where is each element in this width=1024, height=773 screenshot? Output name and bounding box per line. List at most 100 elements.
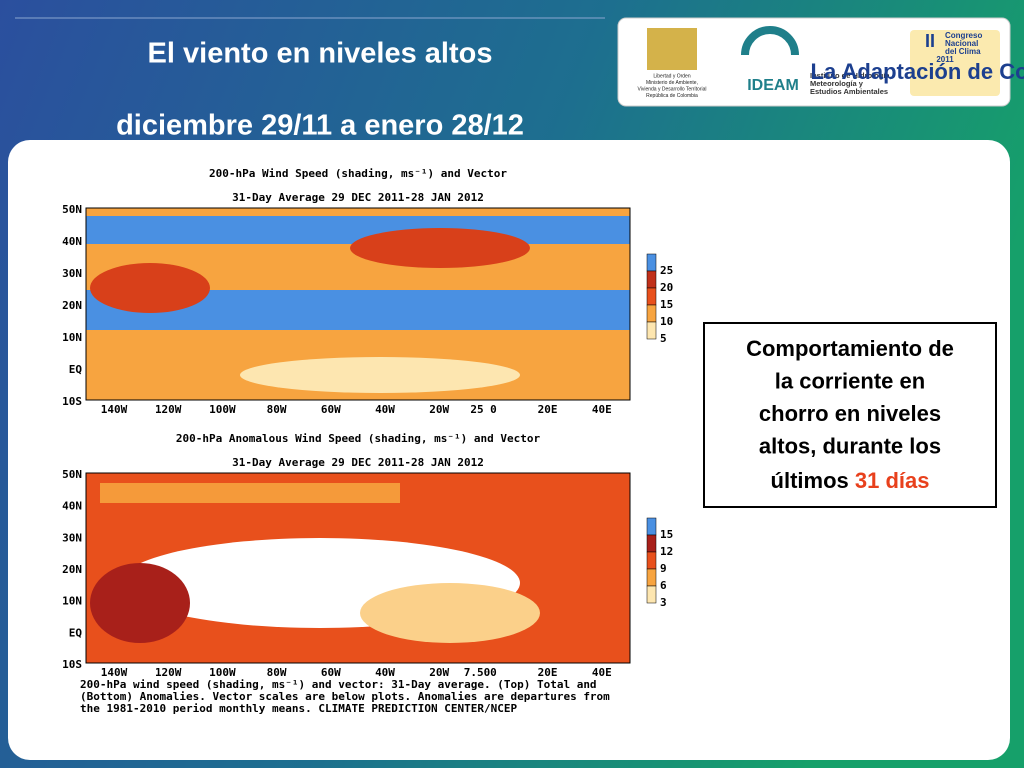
lon-label: 0	[490, 403, 497, 416]
colorbar-label: 9	[660, 562, 667, 575]
callout-line: últimos 31 días	[771, 468, 930, 493]
lat-label: 30N	[62, 531, 82, 544]
map-subtitle: 31-Day Average 29 DEC 2011-28 JAN 2012	[232, 191, 484, 204]
map-subtitle: 31-Day Average 29 DEC 2011-28 JAN 2012	[232, 456, 484, 469]
logo-text: Instituto de Hidrología,	[810, 71, 892, 80]
map-title: 200-hPa Wind Speed (shading, ms⁻¹) and V…	[209, 167, 507, 180]
callout-box	[703, 322, 997, 508]
lat-label: 40N	[62, 235, 82, 248]
lat-label: 40N	[62, 500, 82, 513]
lon-label: 60W	[321, 403, 341, 416]
lat-label: 20N	[62, 299, 82, 312]
colorbar-label: 15	[660, 298, 673, 311]
lon-label: 40E	[592, 403, 612, 416]
lon-label: 80W	[267, 666, 287, 679]
colorbar-swatch	[646, 517, 657, 536]
logo-text: II	[925, 31, 935, 51]
lat-label: EQ	[69, 626, 83, 639]
callout-line: Comportamiento de	[746, 336, 954, 361]
lon-label: 60W	[321, 666, 341, 679]
colorbar-label: 3	[660, 596, 667, 609]
map-frame	[85, 472, 631, 664]
colorbar-label: 6	[660, 579, 667, 592]
lon-label: 140W	[101, 403, 128, 416]
logo-text: Ministerio de Ambiente,	[646, 80, 698, 86]
lat-label: 50N	[62, 468, 82, 481]
lon-label: 40W	[375, 403, 395, 416]
caption: (Bottom) Anomalies. Vector scales are be…	[80, 690, 610, 703]
colorbar-swatch	[646, 534, 657, 553]
logo-text: Meteorología y	[810, 79, 864, 88]
lon-label: 80W	[267, 403, 287, 416]
colorbar-swatch	[646, 551, 657, 570]
callout-line: la corriente en	[775, 368, 925, 393]
colorbar-label: 5	[660, 332, 667, 345]
colorbar-swatch	[646, 253, 657, 272]
callout-line: chorro en niveles	[759, 401, 941, 426]
calm-zone	[240, 357, 520, 393]
lat-label: 10N	[62, 595, 82, 608]
map-title: 200-hPa Anomalous Wind Speed (shading, m…	[176, 432, 541, 445]
logo-strip	[617, 17, 1011, 107]
colorbar-swatch	[646, 321, 657, 340]
logo-text: Nacional	[945, 39, 978, 48]
lat-label: 20N	[62, 563, 82, 576]
map	[85, 472, 631, 664]
coat-of-arms	[647, 28, 697, 70]
jet-core	[350, 228, 530, 268]
title: diciembre 29/11 a enero 28/12	[116, 110, 524, 142]
callout-word: últimos	[771, 468, 849, 493]
lon-label: 20E	[538, 403, 558, 416]
lon-label: 120W	[155, 403, 182, 416]
colorbar-swatch	[646, 270, 657, 289]
lat-label: 10N	[62, 331, 82, 344]
lon-label: 100W	[209, 403, 236, 416]
lat-label: EQ	[69, 363, 83, 376]
caption: the 1981-2010 period monthly means. CLIM…	[80, 702, 517, 715]
lon-label: 20W	[429, 403, 449, 416]
callout-line: altos, durante los	[759, 433, 941, 458]
logo-text: La Adaptación de Colombia	[811, 59, 1024, 84]
lon-label: 120W	[155, 666, 182, 679]
colorbar-swatch	[646, 287, 657, 306]
colorbar-label: 10	[660, 315, 673, 328]
anomaly	[360, 583, 540, 643]
colorbar-swatch	[646, 585, 657, 604]
lon-label: 0	[490, 666, 497, 679]
logo-text: 2011	[936, 55, 954, 64]
map	[85, 207, 631, 401]
vector-scale: 25	[470, 403, 483, 416]
colorbar-label: 20	[660, 281, 673, 294]
colorbar-swatch	[646, 304, 657, 323]
lon-label: 20W	[429, 666, 449, 679]
ideam-logo	[741, 26, 799, 56]
lon-label: 40E	[592, 666, 612, 679]
map-frame	[85, 207, 631, 401]
lon-label: 40W	[375, 666, 395, 679]
callout-highlight: 31 días	[855, 468, 930, 493]
lat-label: 50N	[62, 203, 82, 216]
colorbar-label: 12	[660, 545, 673, 558]
anomaly	[100, 483, 400, 503]
lat-label: 10S	[62, 658, 82, 671]
logo-text: del Clima	[945, 47, 981, 56]
caption: 200-hPa wind speed (shading, ms⁻¹) and v…	[80, 678, 597, 691]
lon-label: 100W	[209, 666, 236, 679]
lon-label: 140W	[101, 666, 128, 679]
logo-text: Libertad y Orden	[653, 73, 690, 79]
jet-band	[86, 216, 630, 244]
anomaly	[90, 563, 190, 643]
colorbar-label: 25	[660, 264, 673, 277]
jet-core	[90, 263, 210, 313]
vector-scale: 7.50	[464, 666, 491, 679]
colorbar-label: 15	[660, 528, 673, 541]
logo-text: Congreso	[945, 31, 982, 40]
title: El viento en niveles altos	[148, 38, 493, 70]
lat-label: 10S	[62, 395, 82, 408]
logo-text: IDEAM	[747, 77, 799, 94]
lat-label: 30N	[62, 267, 82, 280]
logo-text: Estudios Ambientales	[810, 87, 888, 96]
colorbar-swatch	[646, 568, 657, 587]
logo-text: Vivienda y Desarrollo Territorial	[637, 86, 706, 92]
